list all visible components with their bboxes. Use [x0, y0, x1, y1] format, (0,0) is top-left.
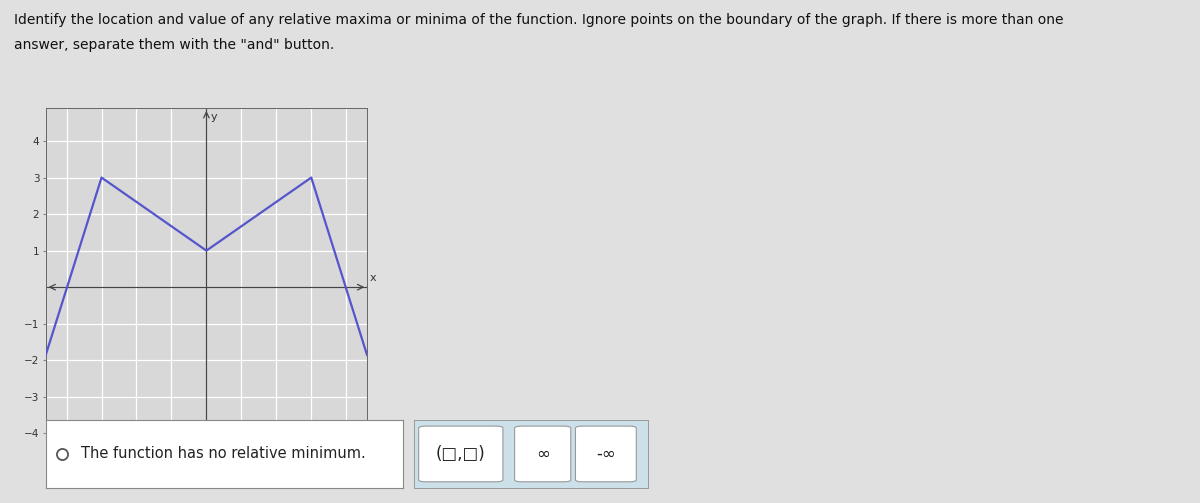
- Text: Identify the location and value of any relative maxima or minima of the function: Identify the location and value of any r…: [14, 13, 1064, 27]
- Text: -∞: -∞: [596, 445, 616, 463]
- Text: (□,□): (□,□): [436, 445, 486, 463]
- FancyBboxPatch shape: [515, 426, 571, 482]
- Text: y: y: [210, 112, 217, 122]
- Text: x: x: [370, 273, 377, 283]
- FancyBboxPatch shape: [576, 426, 636, 482]
- Text: The function has no relative minimum.: The function has no relative minimum.: [82, 447, 366, 461]
- FancyBboxPatch shape: [419, 426, 503, 482]
- Text: ∞: ∞: [535, 445, 550, 463]
- Text: answer, separate them with the "and" button.: answer, separate them with the "and" but…: [14, 38, 335, 52]
